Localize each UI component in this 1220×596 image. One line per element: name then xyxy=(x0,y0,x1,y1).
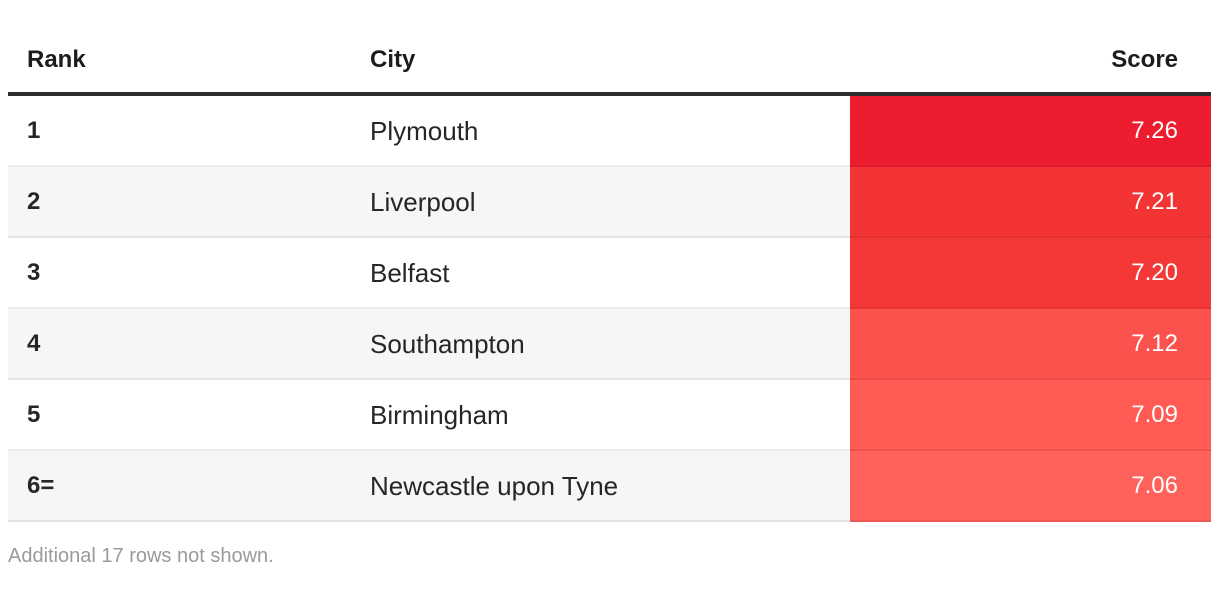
rows-not-shown-note: Additional 17 rows not shown. xyxy=(8,545,274,567)
rank-cell: 4 xyxy=(8,309,368,380)
header-row: Rank City Score xyxy=(8,0,1211,96)
score-cell: 7.21 xyxy=(850,167,1211,238)
city-cell: Liverpool xyxy=(368,167,850,238)
ranking-table-page: Rank City Score 1 Plymouth 7.26 2 Liverpool 7… xyxy=(8,0,1211,567)
table-row: 4 Southampton 7.12 xyxy=(8,309,1211,380)
table-row: 1 Plymouth 7.26 xyxy=(8,96,1211,167)
rank-cell: 1 xyxy=(8,96,368,167)
table-row: 5 Birmingham 7.09 xyxy=(8,380,1211,451)
city-cell: Southampton xyxy=(368,309,850,380)
table-row: 6= Newcastle upon Tyne 7.06 xyxy=(8,451,1211,522)
rank-cell: 6= xyxy=(8,451,368,522)
column-header-city: City xyxy=(368,0,850,96)
score-cell: 7.06 xyxy=(850,451,1211,522)
city-cell: Newcastle upon Tyne xyxy=(368,451,850,522)
table-row: 3 Belfast 7.20 xyxy=(8,238,1211,309)
rank-cell: 2 xyxy=(8,167,368,238)
city-score-table: Rank City Score 1 Plymouth 7.26 2 Liverpool 7… xyxy=(8,0,1211,522)
city-cell: Plymouth xyxy=(368,96,850,167)
city-cell: Birmingham xyxy=(368,380,850,451)
score-cell: 7.09 xyxy=(850,380,1211,451)
score-cell: 7.26 xyxy=(850,96,1211,167)
table-row: 2 Liverpool 7.21 xyxy=(8,167,1211,238)
score-cell: 7.12 xyxy=(850,309,1211,380)
column-header-rank: Rank xyxy=(8,0,368,96)
table-body: 1 Plymouth 7.26 2 Liverpool 7.21 3 Belfast 7.20 4… xyxy=(8,96,1211,522)
table-header: Rank City Score xyxy=(8,0,1211,96)
rank-cell: 3 xyxy=(8,238,368,309)
rank-cell: 5 xyxy=(8,380,368,451)
column-header-score: Score xyxy=(850,0,1211,96)
city-cell: Belfast xyxy=(368,238,850,309)
score-cell: 7.20 xyxy=(850,238,1211,309)
